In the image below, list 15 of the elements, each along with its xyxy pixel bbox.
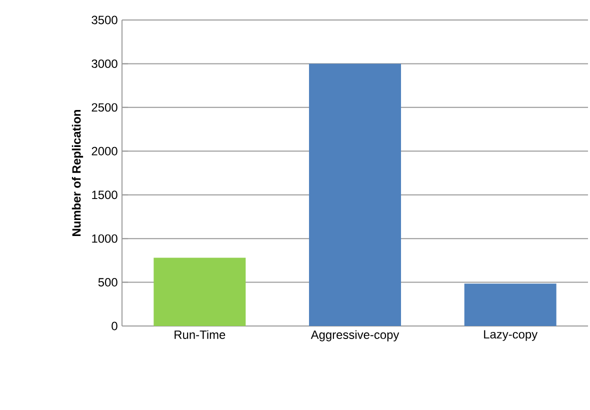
bar [309,64,402,326]
y-tick-label: 1500 [92,190,118,200]
x-tick-label: Lazy-copy [484,330,538,341]
y-tick-label: 2500 [92,103,118,112]
y-tick-label: 2000 [92,146,118,156]
y-axis-title: Number of Replication [72,110,84,236]
bar [464,284,556,326]
bar [154,258,246,326]
x-tick-label: Aggressive-copy [310,330,400,342]
y-tick-label: 1000 [92,234,118,243]
x-tick-label: Run-Time [174,330,226,339]
y-tick-label: 3000 [92,59,118,68]
y-tick-label: 500 [98,278,118,287]
y-tick-label: 3500 [92,16,118,24]
y-tick-label: 0 [112,322,118,330]
